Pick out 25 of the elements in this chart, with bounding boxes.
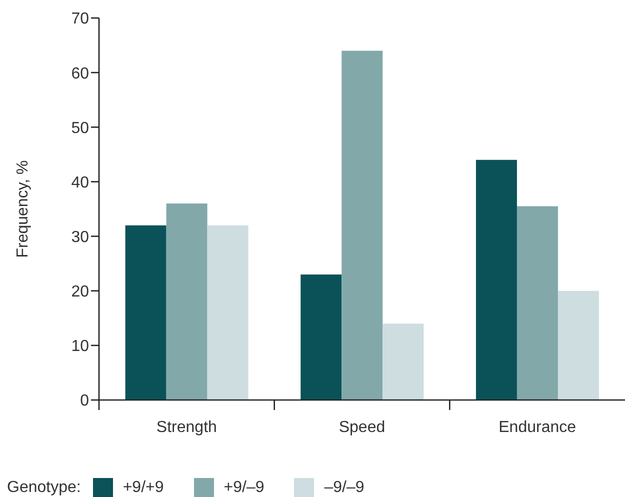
y-tick-label: 0 [80,392,90,410]
bar [300,274,342,400]
x-tick-label: Endurance [498,419,576,436]
bar [382,324,424,400]
legend-label: –9/–9 [324,479,364,497]
y-tick-label: 20 [71,284,90,301]
y-tick-label: 30 [71,228,90,246]
bar [476,160,517,400]
bar [207,225,248,400]
bar [125,225,166,400]
y-tick-label: 10 [71,338,90,356]
bar [166,204,208,400]
y-tick-label: 50 [71,120,90,137]
y-tick-label: 70 [71,10,90,28]
y-tick-label: 40 [71,174,90,192]
bar [342,50,383,400]
x-tick-label: Strength [156,419,217,436]
x-tick-label: Speed [338,419,386,436]
y-axis-title: Frequency, % [14,160,32,258]
y-tick-label: 60 [71,65,90,82]
bar [516,206,558,400]
legend-label: +9/–9 [224,479,264,497]
bar [558,290,599,400]
legend-label: +9/+9 [122,479,164,497]
legend-title: Genotype: [7,479,81,497]
